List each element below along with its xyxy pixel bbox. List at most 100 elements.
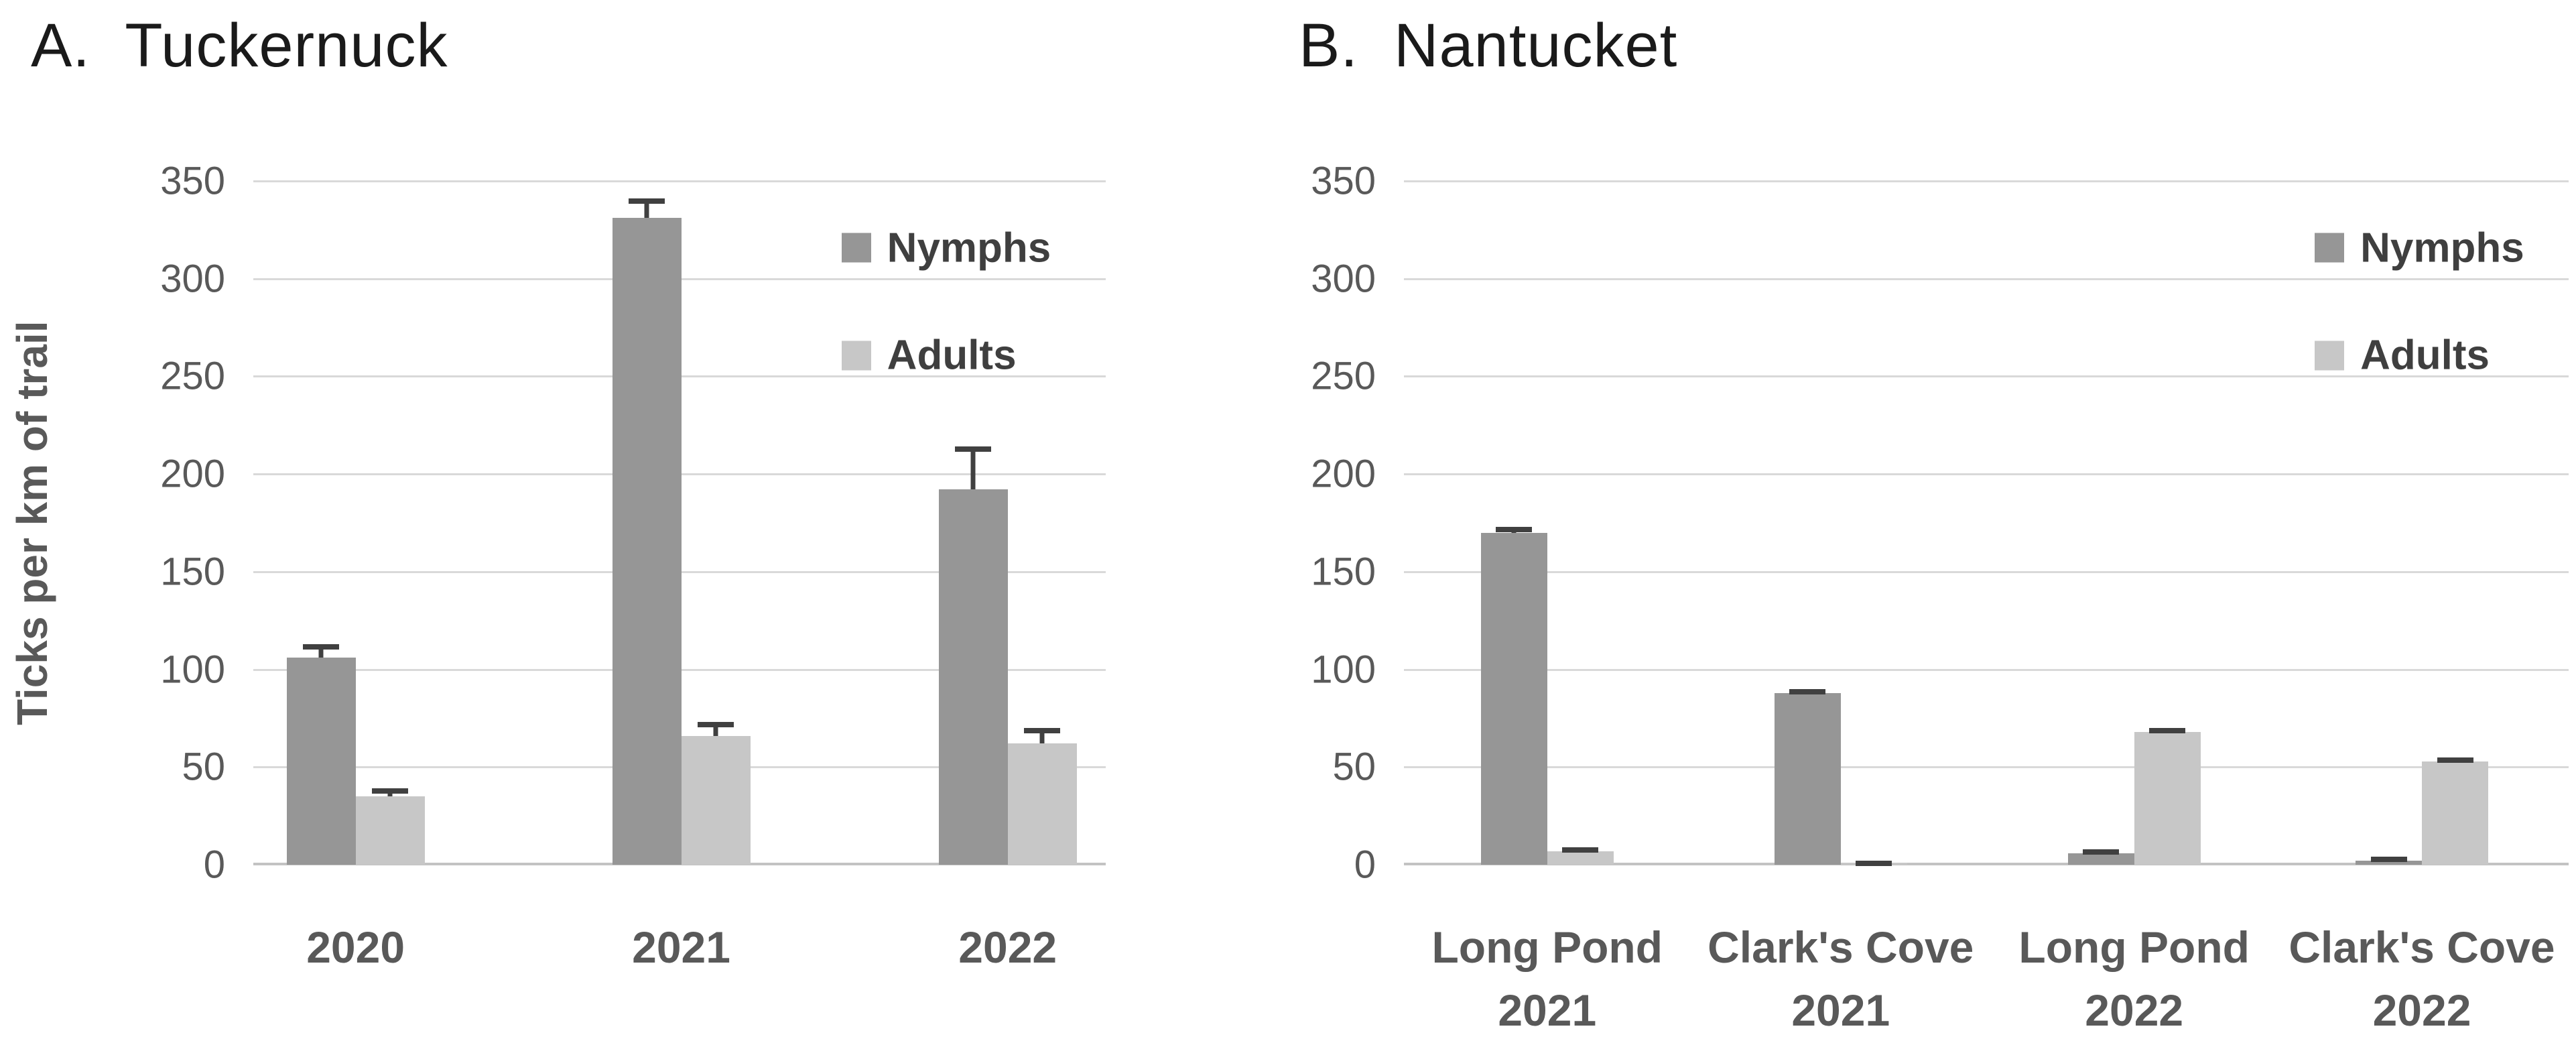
x-category-label-line: 2022 [2372, 985, 2471, 1035]
legend-item-adults: Adults [2315, 332, 2490, 379]
x-category-label-line: 2022 [2085, 985, 2184, 1035]
error-whisker-cap [1789, 688, 1826, 694]
bar-nymphs [612, 198, 682, 865]
error-whisker [1496, 526, 1533, 533]
y-tick-label: 350 [1311, 159, 1376, 203]
error-whisker [372, 788, 409, 796]
panel-title: A. Tuckernuck [31, 11, 448, 80]
error-whisker-cap [303, 644, 340, 650]
bar-group [612, 198, 751, 865]
y-tick-label: 100 [1311, 648, 1376, 692]
legend-swatch-nymphs [841, 233, 871, 263]
error-whisker [1024, 728, 1061, 744]
bar-group [2356, 757, 2488, 865]
x-category-label-line: 2021 [1498, 985, 1597, 1035]
x-category-label: 2022 [958, 906, 1057, 969]
error-whisker-stem [713, 722, 718, 736]
error-whisker [303, 644, 340, 658]
legend-item-nymphs: Nymphs [2315, 224, 2524, 271]
error-whisker-cap [2370, 857, 2407, 863]
y-tick-label: 150 [160, 550, 225, 594]
x-category-label: 2021 [632, 906, 730, 969]
legend-swatch-adults [841, 341, 871, 371]
error-whisker-cap [372, 788, 409, 794]
legend-item-nymphs: Nymphs [841, 224, 1051, 271]
legend-label: Adults [887, 332, 1017, 379]
bar-group [1774, 688, 1907, 867]
y-tick-label: 100 [160, 648, 225, 692]
error-whisker-cap [629, 198, 665, 204]
legend-item-adults: Adults [841, 332, 1017, 379]
error-whisker-cap [1024, 728, 1061, 734]
y-tick-label: 200 [160, 452, 225, 496]
bar-group [938, 446, 1077, 865]
error-whisker [1856, 861, 1892, 867]
y-tick-label: 350 [160, 159, 225, 203]
error-whisker-cap [1856, 861, 1892, 867]
gridline [253, 180, 1106, 182]
bar-adults [1547, 847, 1614, 865]
bar-nymphs [2356, 857, 2422, 865]
bar-adults [2422, 757, 2488, 865]
error-whisker-cap [955, 446, 992, 452]
legend-label: Nymphs [2360, 225, 2524, 271]
error-whisker [2437, 757, 2473, 763]
legend-label: Nymphs [887, 225, 1051, 271]
y-tick-label: 250 [160, 354, 225, 398]
error-whisker [629, 198, 665, 219]
x-category-label-line: Clark's Cove [2289, 922, 2555, 972]
y-tick-label: 0 [203, 843, 225, 887]
bar-adults [355, 788, 425, 865]
bar-group [2067, 728, 2201, 865]
bar-adults [2134, 728, 2201, 865]
gridline [1404, 180, 2569, 182]
x-category-label-line: 2022 [958, 922, 1057, 972]
error-whisker [2370, 857, 2407, 863]
x-category-label-line: 2021 [632, 922, 730, 972]
error-whisker-stem [644, 198, 649, 219]
x-category-label: Long Pond 2021 [1431, 906, 1663, 1032]
legend-swatch-nymphs [2315, 233, 2345, 263]
bar-adults [1840, 861, 1907, 867]
bar-nymphs [1774, 688, 1841, 865]
error-whisker-cap [1496, 526, 1533, 532]
bar-nymphs [938, 446, 1008, 865]
error-whisker-stem [1039, 728, 1045, 744]
x-category-label: Clark's Cove 2021 [1708, 906, 1974, 1032]
bar-nymphs [286, 644, 356, 865]
gridline [1404, 570, 2569, 573]
x-category-label-line: 2021 [1791, 985, 1890, 1035]
bar-adults [1007, 728, 1077, 865]
x-category-label: Long Pond 2022 [2018, 906, 2250, 1032]
legend-swatch-adults [2315, 341, 2345, 371]
error-whisker-cap [2437, 757, 2473, 763]
y-tick-label: 300 [1311, 257, 1376, 301]
error-whisker-stem [970, 446, 976, 490]
x-category-label-line: Clark's Cove [1708, 922, 1974, 972]
error-whisker-stem [318, 644, 324, 658]
gridline [1404, 473, 2569, 476]
y-tick-label: 150 [1311, 550, 1376, 594]
y-tick-label: 250 [1311, 354, 1376, 398]
error-whisker [2149, 728, 2186, 734]
error-whisker [1789, 688, 1826, 694]
error-whisker [1562, 847, 1599, 853]
y-tick-label: 50 [1332, 745, 1376, 789]
bar-nymphs [1480, 526, 1547, 865]
bar-adults [681, 722, 751, 865]
y-tick-label: 50 [182, 745, 225, 789]
plot-area: 0 50 100 150 200 250 300 350 2020 2021 2022 Nymphs A… [160, 160, 1106, 969]
bar-nymphs [2067, 849, 2134, 865]
bar-group [286, 644, 425, 865]
x-category-label-line: Long Pond [2018, 922, 2250, 972]
gridline [1404, 278, 2569, 280]
error-whisker-cap [1562, 847, 1599, 853]
bar-group [1480, 526, 1614, 865]
error-whisker [698, 722, 734, 736]
error-whisker-cap [2149, 728, 2186, 734]
error-whisker-cap [2083, 849, 2120, 855]
panel-title: B. Nantucket [1299, 11, 1678, 80]
error-whisker [955, 446, 992, 490]
legend-label: Adults [2360, 332, 2490, 379]
